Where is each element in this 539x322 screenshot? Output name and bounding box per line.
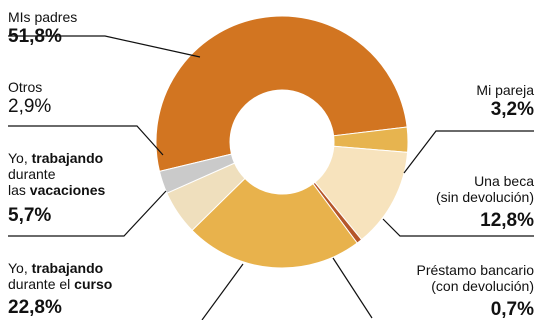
label-curso-value: 22,8% xyxy=(8,297,62,318)
leader-lines xyxy=(8,35,534,320)
label-pareja-name: Mi pareja xyxy=(476,82,534,98)
label-curso: Yo, trabajando durante el curso 22,8% xyxy=(8,260,112,320)
label-pareja-value: 3,2% xyxy=(490,99,534,120)
label-padres: MIs padres 51,8% xyxy=(8,9,77,49)
label-vacaciones-line3: las vacaciones xyxy=(8,182,106,198)
leader-line-padres xyxy=(8,35,201,58)
leader-line-otros xyxy=(8,125,164,156)
label-curso-line1: Yo, trabajando xyxy=(8,260,104,276)
leader-line-prestamo xyxy=(332,257,373,319)
label-padres-value: 51,8% xyxy=(8,26,62,47)
donut-slice-6 xyxy=(158,153,236,194)
label-prestamo-line1: Préstamo bancario xyxy=(416,262,534,278)
label-pareja: Mi pareja 3,2% xyxy=(476,82,534,122)
label-otros-value: 2,9% xyxy=(8,96,52,117)
label-padres-name: MIs padres xyxy=(8,9,78,25)
leader-line-beca xyxy=(382,218,534,237)
donut-slice-4 xyxy=(191,177,358,269)
label-curso-line2: durante el curso xyxy=(8,276,113,292)
label-beca-line1: Una beca xyxy=(474,173,534,189)
label-prestamo-line2: (con devolución) xyxy=(431,278,534,294)
label-beca-line2: (sin devolución) xyxy=(435,189,534,205)
label-otros-name: Otros xyxy=(8,79,43,95)
label-prestamo-value: 0,7% xyxy=(490,299,534,320)
leader-line-pareja xyxy=(403,130,534,174)
label-vacaciones-line2: durante xyxy=(8,166,56,182)
label-vacaciones: Yo, trabajando durante las vacaciones 5,… xyxy=(8,150,105,228)
label-otros: Otros 2,9% xyxy=(8,79,51,119)
label-beca-value: 12,8% xyxy=(480,210,534,231)
leader-line-vacaciones xyxy=(8,190,167,237)
donut-slice-0 xyxy=(155,15,408,173)
leader-line-curso xyxy=(201,263,244,320)
label-prestamo: Préstamo bancario (con devolución) 0,7% xyxy=(416,262,534,322)
donut-slices xyxy=(155,15,409,269)
label-beca: Una beca (sin devolución) 12,8% xyxy=(436,173,534,233)
label-vacaciones-value: 5,7% xyxy=(8,205,52,226)
label-vacaciones-line1: Yo, trabajando xyxy=(8,150,104,166)
